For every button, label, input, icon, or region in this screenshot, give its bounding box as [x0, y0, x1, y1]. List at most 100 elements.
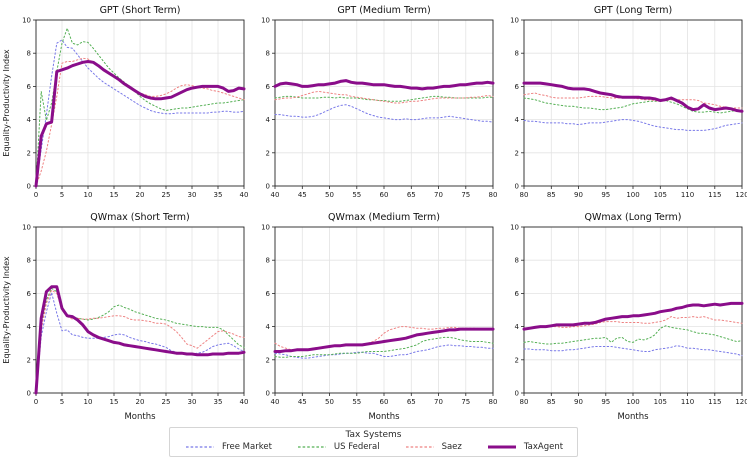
svg-text:25: 25 — [162, 398, 171, 406]
svg-text:55: 55 — [352, 398, 361, 406]
svg-text:15: 15 — [110, 191, 119, 199]
svg-text:85: 85 — [547, 398, 556, 406]
svg-text:35: 35 — [214, 191, 223, 199]
axis-ticks: 0 5 10 15 20 25 30 35 40 0 2 4 6 8 10 — [22, 224, 248, 407]
y-axis-label: Equality-Productivity Index — [2, 256, 11, 363]
svg-text:0: 0 — [266, 390, 270, 398]
legend-item-label: US Federal — [333, 442, 380, 453]
svg-text:20: 20 — [136, 398, 145, 406]
series-free-market — [523, 119, 743, 131]
svg-text:10: 10 — [510, 224, 519, 232]
svg-text:0: 0 — [515, 183, 519, 191]
svg-text:25: 25 — [162, 191, 171, 199]
axis-ticks: 0 5 10 15 20 25 30 35 40 0 2 4 6 8 10 — [22, 17, 248, 200]
svg-text:0: 0 — [34, 191, 38, 199]
chart-canvas-gpt-long-term: 80 85 90 95 100 105 110 115 120 0 2 4 6 8 10 GPT (Long … — [510, 5, 747, 200]
svg-text:70: 70 — [434, 398, 443, 406]
svg-text:65: 65 — [407, 398, 416, 406]
svg-text:75: 75 — [461, 191, 470, 199]
legend-item-saez: Saez — [404, 442, 462, 452]
svg-text:15: 15 — [110, 398, 119, 406]
subplot-title: QWmax (Medium Term) — [328, 212, 440, 223]
svg-text:4: 4 — [27, 116, 32, 124]
series-us-federal — [523, 325, 743, 345]
subplot-title: GPT (Medium Term) — [337, 5, 430, 16]
svg-text:40: 40 — [271, 398, 280, 406]
svg-text:60: 60 — [380, 398, 389, 406]
series-saez — [35, 289, 245, 394]
gridlines — [523, 19, 743, 187]
svg-text:70: 70 — [434, 191, 443, 199]
svg-text:40: 40 — [271, 191, 280, 199]
svg-text:55: 55 — [352, 191, 361, 199]
svg-text:80: 80 — [520, 191, 529, 199]
axis-ticks: 80 85 90 95 100 105 110 115 120 0 2 4 6 8 10 — [510, 17, 747, 200]
svg-text:4: 4 — [515, 116, 520, 124]
series-free-market — [523, 345, 743, 357]
series-us-federal — [35, 27, 245, 187]
svg-text:10: 10 — [510, 17, 519, 25]
svg-text:105: 105 — [654, 191, 667, 199]
gridlines — [35, 19, 245, 187]
legend-title: Tax Systems — [345, 430, 402, 440]
series-us-federal — [35, 287, 245, 394]
gridlines — [35, 226, 245, 394]
series-saez — [523, 316, 743, 329]
series-free-market — [274, 344, 494, 359]
svg-text:0: 0 — [27, 183, 31, 191]
svg-text:0: 0 — [34, 398, 38, 406]
axis-ticks: 40 45 50 55 60 65 70 75 80 0 2 4 6 8 10 — [261, 224, 497, 407]
svg-text:8: 8 — [515, 50, 519, 58]
series-taxagent — [273, 79, 495, 91]
svg-text:6: 6 — [266, 83, 271, 91]
chart-canvas-qwmax-short-term: 0 5 10 15 20 25 30 35 40 0 2 4 6 8 10 QWmax (Short Term… — [2, 212, 248, 422]
us-federal-line-sample-icon — [297, 446, 326, 448]
svg-text:60: 60 — [380, 191, 389, 199]
svg-text:85: 85 — [547, 191, 556, 199]
series-taxagent — [34, 285, 246, 395]
gridlines — [274, 19, 494, 187]
legend-item-label: TaxAgent — [523, 442, 564, 453]
series-taxagent — [34, 60, 246, 188]
subplot-title: GPT (Short Term) — [100, 5, 181, 16]
chart-canvas-qwmax-long-term: 80 85 90 95 100 105 110 115 120 0 2 4 6 8 10 QWmax (Lon… — [510, 212, 747, 422]
series-free-market — [274, 104, 494, 123]
svg-text:0: 0 — [266, 183, 270, 191]
gridlines — [523, 226, 743, 394]
svg-text:2: 2 — [27, 149, 31, 157]
subplot-title: QWmax (Short Term) — [90, 212, 190, 223]
subplot-gpt-short-term: 0 5 10 15 20 25 30 35 40 0 2 4 6 8 10 GPT (Short Term) E… — [0, 0, 249, 207]
svg-text:6: 6 — [515, 290, 520, 298]
svg-text:6: 6 — [27, 83, 32, 91]
chart-canvas-gpt-short-term: 0 5 10 15 20 25 30 35 40 0 2 4 6 8 10 GPT (Short Term) E… — [2, 5, 248, 200]
svg-text:80: 80 — [489, 191, 498, 199]
svg-text:30: 30 — [188, 398, 197, 406]
svg-text:8: 8 — [27, 50, 31, 58]
svg-text:40: 40 — [240, 398, 249, 406]
chart-canvas-qwmax-medium-term: 40 45 50 55 60 65 70 75 80 0 2 4 6 8 10 QWmax (Medium T… — [261, 212, 497, 422]
svg-text:8: 8 — [266, 50, 270, 58]
svg-text:120: 120 — [735, 398, 747, 406]
series-taxagent — [273, 327, 495, 353]
svg-text:45: 45 — [298, 398, 307, 406]
svg-text:120: 120 — [735, 191, 747, 199]
x-axis-label: Months — [368, 412, 400, 422]
subplot-qwmax-medium-term: 40 45 50 55 60 65 70 75 80 0 2 4 6 8 10 QWmax (Medium T… — [249, 207, 498, 425]
svg-text:90: 90 — [574, 191, 583, 199]
svg-text:8: 8 — [266, 257, 270, 265]
svg-text:0: 0 — [515, 390, 519, 398]
svg-text:75: 75 — [461, 398, 470, 406]
axis-ticks: 80 85 90 95 100 105 110 115 120 0 2 4 6 8 10 — [510, 224, 747, 407]
axis-ticks: 40 45 50 55 60 65 70 75 80 0 2 4 6 8 10 — [261, 17, 497, 200]
series-saez — [274, 90, 494, 104]
chart-grid: 0 5 10 15 20 25 30 35 40 0 2 4 6 8 10 GPT (Short Term) E… — [0, 0, 747, 425]
svg-text:115: 115 — [708, 191, 721, 199]
gridlines — [274, 226, 494, 394]
svg-text:65: 65 — [407, 191, 416, 199]
svg-text:2: 2 — [266, 356, 270, 364]
svg-text:10: 10 — [84, 191, 93, 199]
svg-text:10: 10 — [261, 17, 270, 25]
svg-text:50: 50 — [325, 398, 334, 406]
svg-text:95: 95 — [601, 398, 610, 406]
